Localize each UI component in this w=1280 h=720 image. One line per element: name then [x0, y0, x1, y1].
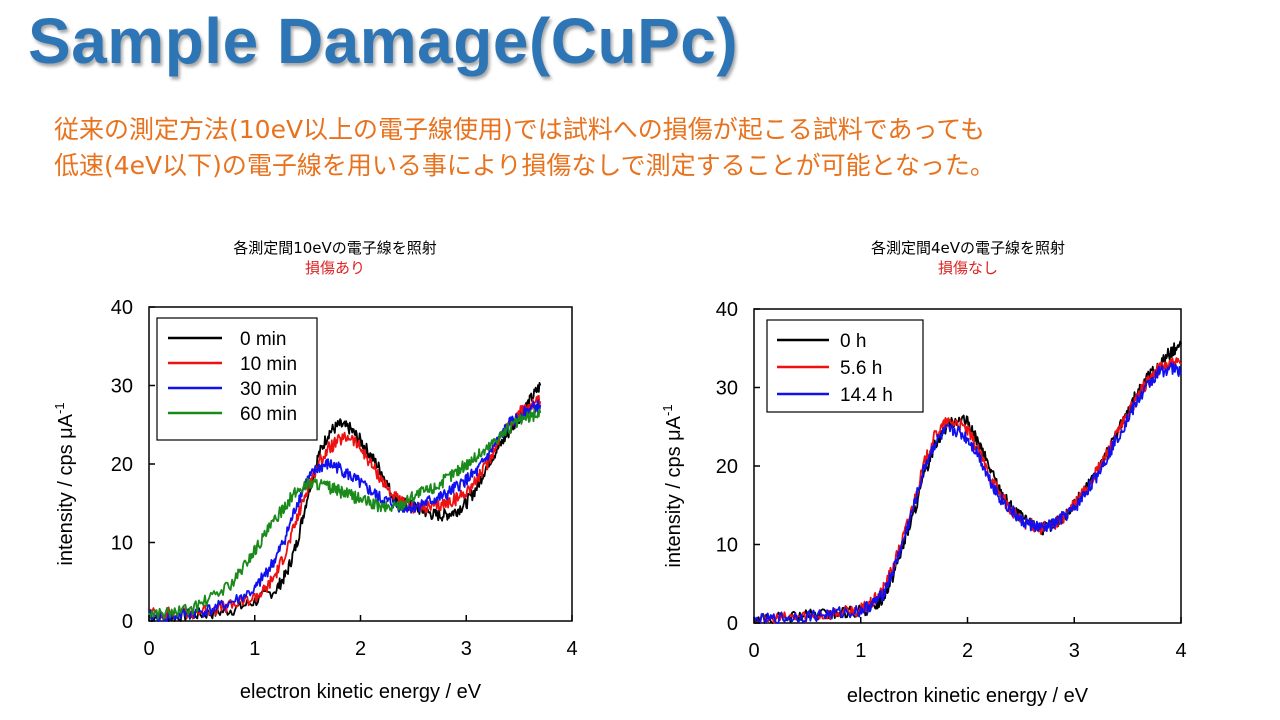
legend-label: 14.4 h [840, 385, 893, 406]
series-line-5-6-h [753, 357, 1182, 624]
series-line-60-min [148, 408, 542, 620]
x-tick-label: 3 [1069, 640, 1080, 662]
legend-label: 5.6 h [840, 358, 882, 379]
chart-1-caption: 各測定間10eVの電子線を照射 損傷あり [125, 238, 545, 278]
legend-label: 10 min [240, 354, 297, 375]
chart-1-caption-line-2: 損傷あり [304, 259, 365, 277]
x-tick-label: 2 [355, 638, 366, 660]
x-tick-label: 4 [566, 638, 577, 660]
legend: 0 min 10 min 30 min 60 min [156, 317, 318, 441]
x-axis-label: electron kinetic energy / eV [240, 681, 482, 703]
y-tick-label: 30 [716, 378, 738, 400]
y-tick-label: 10 [111, 533, 133, 555]
chart-2-caption-line-2: 損傷なし [937, 259, 998, 277]
x-tick-label: 1 [855, 640, 866, 662]
x-tick-label: 4 [1175, 640, 1186, 662]
y-tick-label: 40 [716, 299, 738, 321]
x-tick-label: 2 [962, 640, 973, 662]
slide-title: Sample Damage(CuPc) [28, 5, 739, 77]
x-tick-label: 0 [748, 640, 759, 662]
description-line-1: 従来の測定方法(10eV以上の電子線使用)では試料への損傷が起こる試料であっても [54, 115, 986, 144]
y-tick-label: 40 [111, 297, 133, 319]
slide-description: 従来の測定方法(10eV以上の電子線使用)では試料への損傷が起こる試料であっても… [54, 112, 1254, 184]
chart-1-caption-line-1: 各測定間10eVの電子線を照射 [233, 239, 437, 257]
y-tick-label: 20 [716, 456, 738, 478]
x-tick-label: 1 [249, 638, 260, 660]
y-axis-label: intensity / cps μA-1 [52, 402, 77, 565]
legend: 0 h 5.6 h 14.4 h [766, 319, 924, 413]
description-line-2: 低速(4eV以下)の電子線を用いる事により損傷なしで測定することが可能となった。 [54, 151, 995, 180]
y-axis-label: intensity / cps μA-1 [660, 404, 685, 567]
x-tick-label: 0 [143, 638, 154, 660]
legend-label: 0 h [840, 331, 866, 352]
series-line-10-min [148, 394, 542, 620]
series-line-30-min [148, 399, 542, 622]
legend-label: 30 min [240, 379, 297, 400]
legend-label: 0 min [240, 329, 286, 350]
x-tick-label: 3 [461, 638, 472, 660]
y-tick-label: 10 [716, 535, 738, 557]
y-tick-label: 0 [727, 613, 738, 635]
series-line-14-4-h [753, 362, 1182, 624]
chart-2-caption-line-1: 各測定間4eVの電子線を照射 [870, 239, 1066, 257]
chart-2-caption: 各測定間4eVの電子線を照射 損傷なし [758, 238, 1178, 278]
y-tick-label: 20 [111, 454, 133, 476]
y-tick-label: 0 [122, 611, 133, 633]
y-tick-label: 30 [111, 376, 133, 398]
x-axis-label: electron kinetic energy / eV [847, 685, 1089, 707]
legend-label: 60 min [240, 404, 297, 425]
